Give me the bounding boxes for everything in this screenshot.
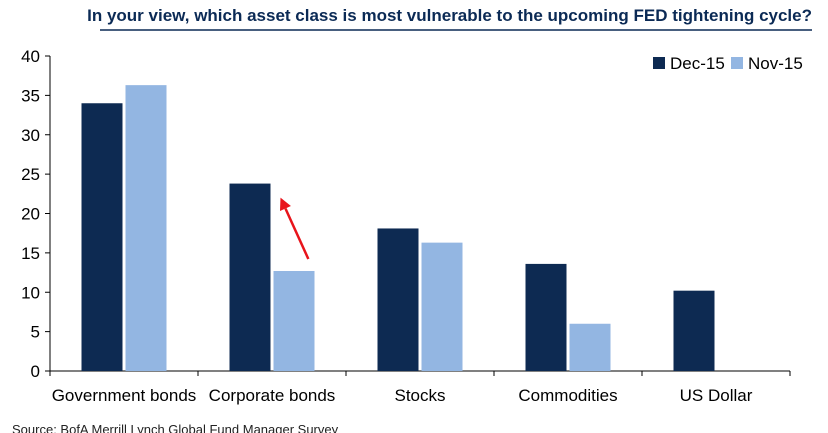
y-tick-label: 20 [21,205,40,224]
source-note: Source: BofA Merrill Lynch Global Fund M… [12,422,339,433]
legend-swatch-nov-15 [731,57,743,69]
category-label: US Dollar [680,386,753,405]
arrow-shaft [284,207,310,260]
x-axis-ticks [49,371,791,376]
chart-title: In your view, which asset class is most … [87,6,812,25]
legend-label: Dec-15 [670,54,725,73]
y-tick-label: 15 [21,244,40,263]
y-tick-label: 0 [31,362,40,381]
bars [81,85,715,371]
y-tick-label: 30 [21,126,40,145]
bar-dec-15-government-bonds [81,103,123,371]
category-labels: Government bonds Corporate bonds Stocks Com… [52,386,753,405]
arrow-head [279,197,291,211]
bar-dec-15-us-dollar [673,290,715,371]
legend-label: Nov-15 [748,54,803,73]
legend: Dec-15 Nov-15 [653,54,803,73]
bar-nov-15-corporate-bonds [273,270,315,371]
bar-dec-15-commodities [525,263,567,371]
legend-swatch-dec-15 [653,57,665,69]
bar-nov-15-government-bonds [125,85,167,371]
y-tick-label: 35 [21,86,40,105]
category-label: Commodities [518,386,617,405]
y-axis-ticks: 0 5 10 15 20 25 30 35 40 [21,47,50,381]
y-tick-label: 10 [21,283,40,302]
bar-nov-15-commodities [569,323,611,371]
bar-dec-15-stocks [377,228,419,371]
bar-dec-15-corporate-bonds [229,183,271,371]
y-tick-label: 40 [21,47,40,66]
annotation-arrow [279,197,310,260]
category-label: Corporate bonds [209,386,336,405]
y-tick-label: 25 [21,165,40,184]
category-label: Government bonds [52,386,197,405]
bar-nov-15-stocks [421,242,463,371]
category-label: Stocks [394,386,445,405]
y-tick-label: 5 [31,323,40,342]
